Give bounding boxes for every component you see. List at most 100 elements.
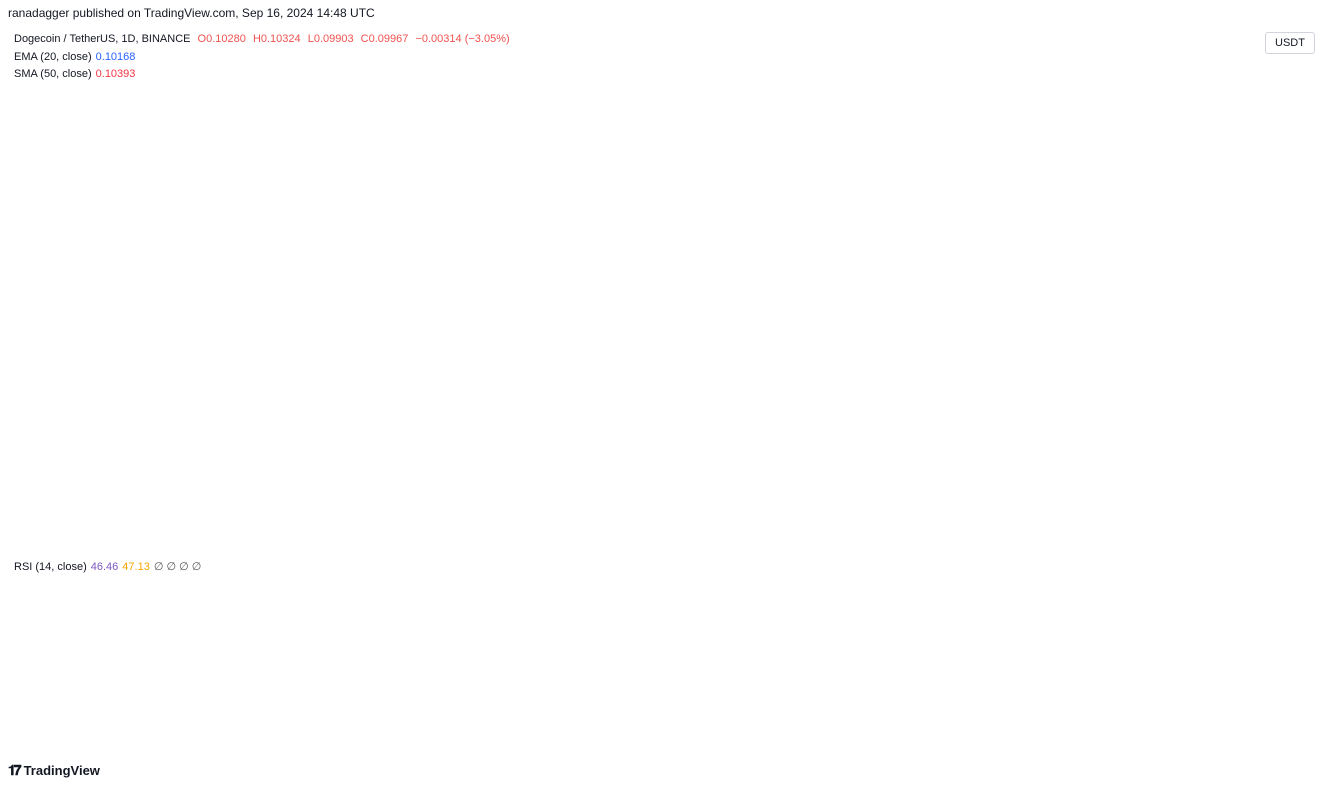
candle — [1032, 368, 1037, 420]
price-tick-label: 0.12000 — [1276, 298, 1316, 310]
candle — [388, 161, 393, 227]
rsi-line — [7, 563, 1255, 685]
candle — [1185, 383, 1190, 394]
candle — [256, 199, 261, 227]
downtrend-callout-pointer — [649, 175, 705, 216]
ema-legend-label: EMA (20, close) — [14, 51, 92, 63]
candle — [582, 212, 587, 218]
tradingview-logo[interactable]: 𝟏𝟕 TradingView — [8, 762, 100, 779]
sma-badge-label-box — [1214, 412, 1264, 428]
candle — [348, 127, 353, 139]
sma-legend-label: SMA (50, close) — [14, 68, 92, 80]
candle — [623, 161, 628, 172]
candle — [57, 462, 62, 468]
symbol-badge-value-box — [1266, 446, 1326, 494]
rsi-ma-line — [7, 589, 1254, 671]
close-value: C0.09967 — [360, 33, 409, 45]
sma-badge-value: 0.10393 — [1276, 415, 1316, 427]
candle — [480, 231, 485, 247]
price-tick-label: 0.08000 — [1276, 463, 1316, 475]
candle — [1205, 395, 1210, 403]
rsi-legend-label: RSI (14, close) — [14, 561, 87, 573]
time-tick-label: Oct — [1230, 735, 1247, 747]
candle — [429, 186, 434, 235]
sma-legend[interactable]: SMA (50, close) 0.10393 — [14, 68, 135, 80]
candle — [1195, 393, 1200, 403]
candle — [225, 133, 230, 150]
ema-legend-value: 0.10168 — [95, 51, 136, 63]
price-tick-label: 0.07000 — [1276, 517, 1316, 529]
price-tick-label: 0.15000 — [1276, 207, 1316, 219]
candle — [1246, 357, 1251, 366]
rsi-ma-value-box — [1266, 648, 1326, 664]
candle — [787, 302, 792, 310]
candle — [981, 270, 986, 287]
open-value: O0.10280 — [197, 33, 246, 45]
price-tick-label: 0.13000 — [1276, 265, 1316, 277]
candle — [215, 133, 220, 174]
candle — [879, 338, 884, 358]
currency-button[interactable]: USDT — [1265, 32, 1315, 54]
candle — [705, 217, 710, 235]
publisher-caption: ranadagger published on TradingView.com,… — [8, 6, 375, 20]
candle — [1042, 393, 1047, 420]
candle — [470, 217, 475, 232]
candle — [31, 467, 36, 473]
candle — [378, 120, 383, 162]
candle — [838, 302, 843, 358]
price-tick-label: 0.19000 — [1276, 111, 1316, 123]
candle — [1113, 361, 1118, 373]
time-tick-label: Aug — [911, 735, 932, 747]
low-value: L0.09903 — [307, 33, 354, 45]
candle — [1022, 320, 1027, 369]
candle — [327, 116, 332, 139]
event-flash-glyph: ⚡ — [1159, 532, 1174, 546]
candle — [552, 217, 557, 227]
candle — [715, 234, 720, 241]
candle — [756, 286, 761, 303]
symbol-legend: Dogecoin / TetherUS, 1D, BINANCE O0.1028… — [14, 33, 514, 45]
candle — [297, 85, 302, 157]
time-tick-label: May — [447, 735, 469, 747]
candle — [317, 75, 322, 117]
candle — [1093, 381, 1098, 386]
downtrend-callout-box — [645, 161, 747, 191]
candle — [695, 173, 700, 218]
brand-name: TradingView — [23, 763, 100, 778]
candle — [358, 95, 363, 139]
change-value: −0.00314 (−3.05%) — [415, 33, 510, 45]
rsi-legend-value: 46.46 — [90, 561, 119, 573]
candle — [174, 255, 179, 287]
candle — [531, 186, 536, 207]
candle — [307, 75, 312, 86]
downtrend-callout-label: Downtrend line — [656, 169, 736, 183]
rsi-label-box — [1240, 666, 1264, 682]
rsi-tick-label: 60.00 — [1276, 626, 1304, 638]
ema-badge-label: EMA — [1228, 433, 1250, 444]
candle — [439, 186, 444, 200]
candle — [1011, 286, 1016, 321]
candle — [603, 199, 608, 207]
candle — [1175, 383, 1180, 390]
candle — [460, 212, 465, 218]
event-flash-icon[interactable] — [1156, 528, 1176, 548]
symbol-badge-label: DOGEUSDT — [1211, 450, 1268, 461]
candle — [940, 270, 945, 287]
candle — [797, 286, 802, 310]
candle — [960, 240, 965, 256]
rsi-legend[interactable]: RSI (14, close) 46.46 47.13 ∅ ∅ ∅ ∅ — [14, 560, 201, 573]
candle — [1052, 368, 1057, 394]
candle — [725, 240, 730, 256]
candle — [1062, 368, 1067, 378]
rsi-ma-label: RSI-based MA — [1193, 652, 1258, 663]
candle — [868, 345, 873, 358]
candle — [511, 191, 516, 241]
candle — [685, 173, 690, 187]
candle — [409, 199, 414, 213]
ema20-line — [7, 121, 1255, 480]
sma-legend-value: 0.10393 — [95, 68, 136, 80]
candle — [807, 286, 812, 303]
ema-legend[interactable]: EMA (20, close) 0.10168 — [14, 51, 135, 63]
